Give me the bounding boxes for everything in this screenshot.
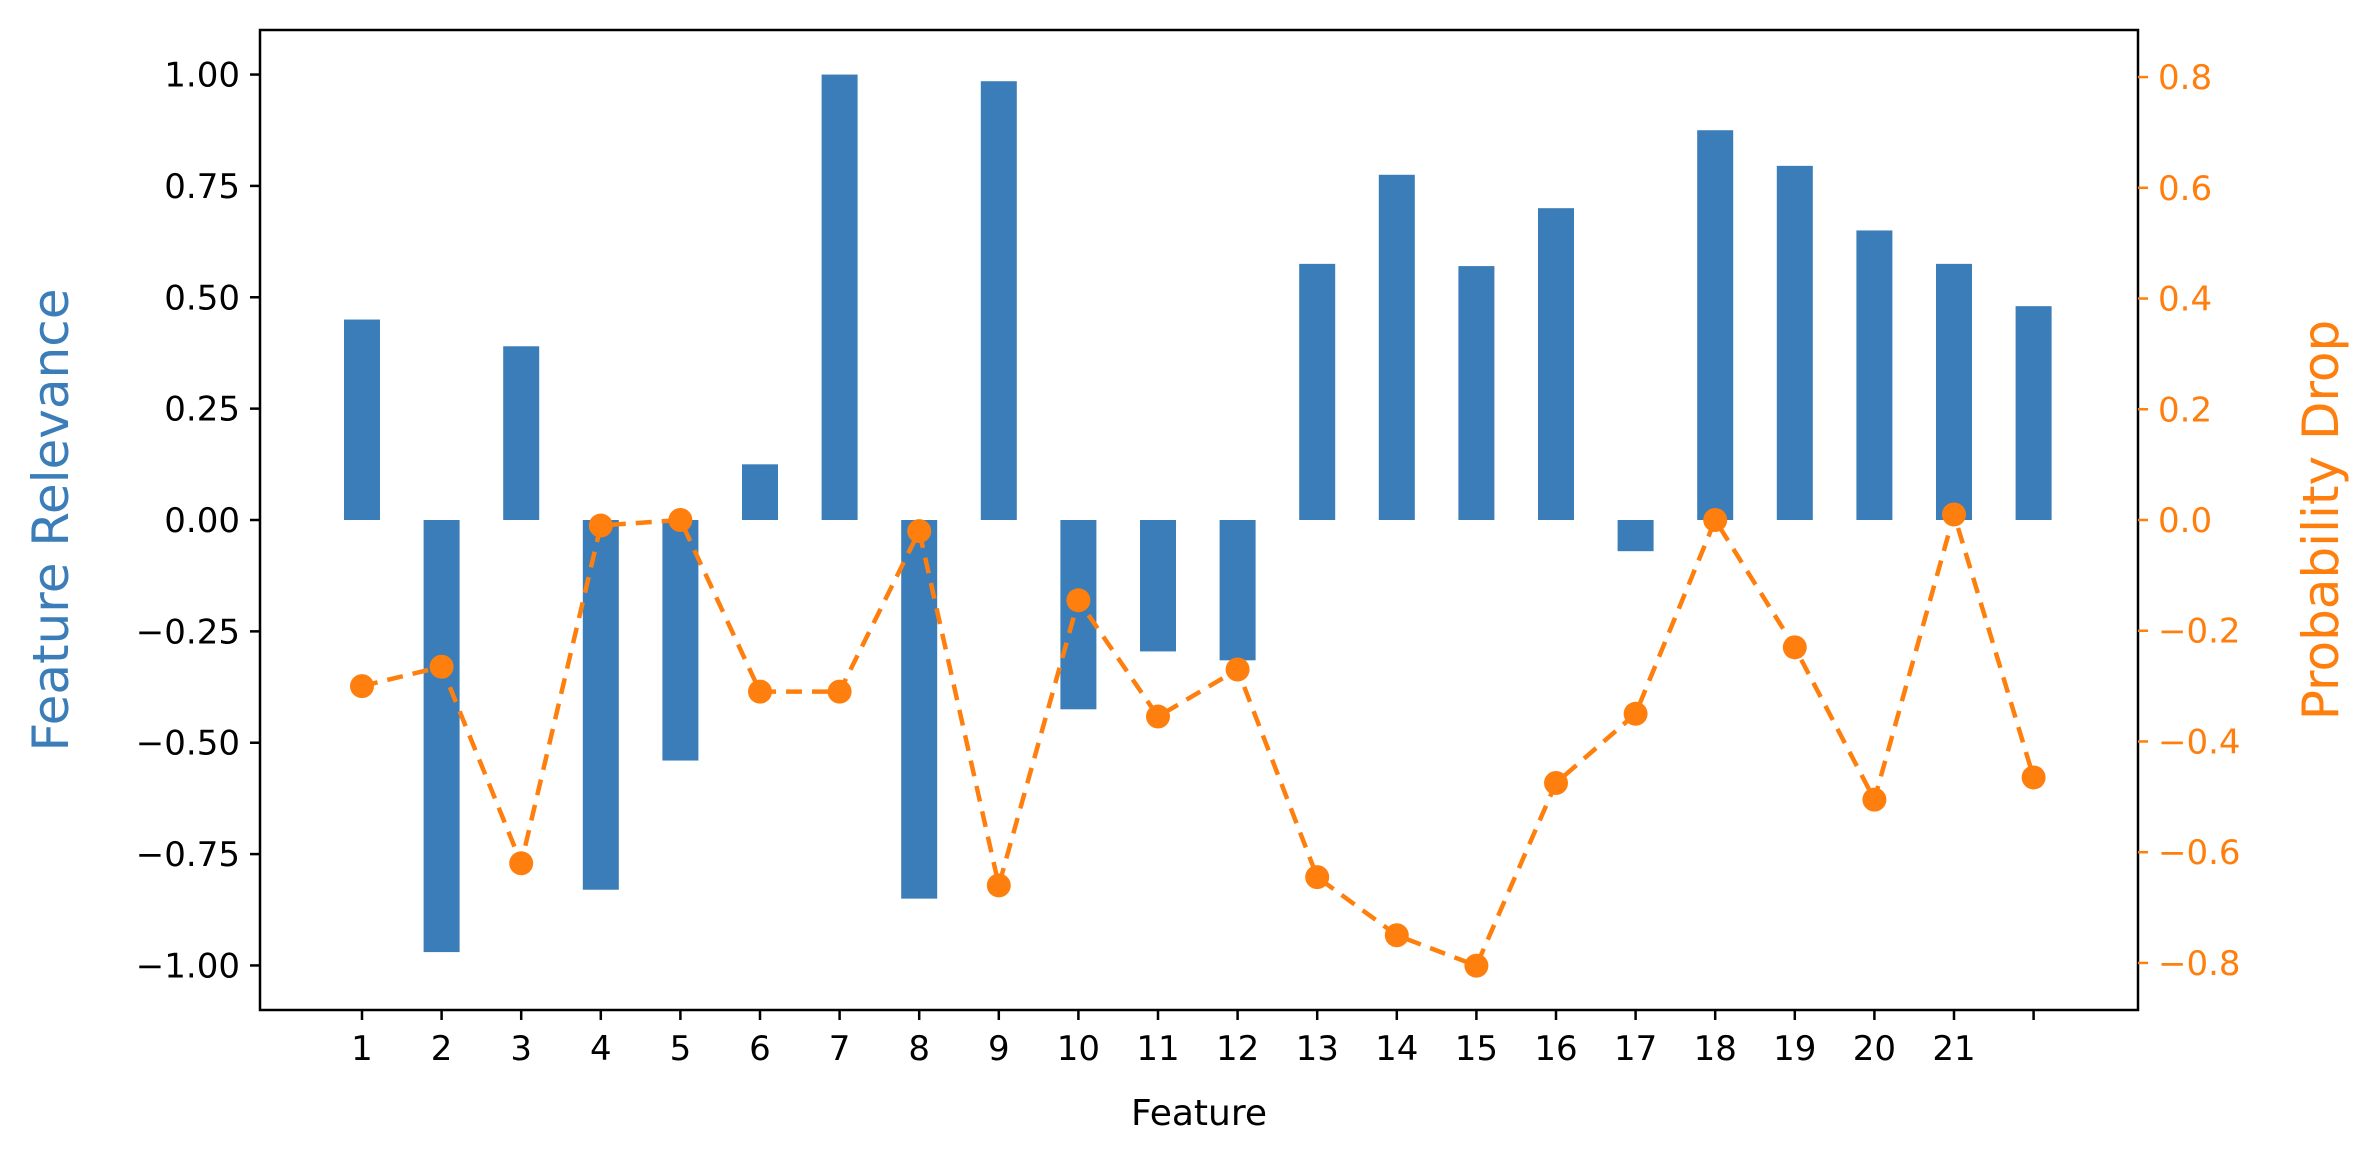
probability-drop-point-21 bbox=[1942, 502, 1966, 527]
bars-layer bbox=[344, 74, 2052, 953]
probability-drop-point-9 bbox=[986, 873, 1011, 898]
right-y-axis-label: Probability Drop bbox=[2292, 320, 2350, 721]
left-tick-label: 0.00 bbox=[164, 501, 240, 541]
probability-drop-point-10 bbox=[1066, 588, 1091, 613]
bar-feature-18 bbox=[1697, 130, 1734, 520]
bar-feature-3 bbox=[503, 346, 540, 520]
bar-feature-8 bbox=[901, 520, 938, 899]
right-tick-label: 0.0 bbox=[2158, 501, 2212, 541]
right-y-axis: −0.8 −0.6 −0.4 −0.2 0.0 0.2 0.4 0.6 0.8 bbox=[2138, 58, 2241, 984]
x-tick-label: 19 bbox=[1773, 1029, 1816, 1069]
right-tick-label: −0.4 bbox=[2158, 722, 2241, 762]
right-tick-label: 0.2 bbox=[2158, 390, 2212, 430]
probability-drop-point-18 bbox=[1703, 508, 1728, 532]
left-tick-label: 0.25 bbox=[164, 390, 240, 430]
x-tick-label: 15 bbox=[1455, 1029, 1498, 1069]
bar-feature-17 bbox=[1617, 520, 1654, 552]
probability-drop-point-2 bbox=[429, 654, 454, 679]
bar-feature-10 bbox=[1060, 520, 1097, 710]
right-tick-label: −0.6 bbox=[2158, 833, 2241, 873]
bar-feature-13 bbox=[1299, 263, 1336, 520]
left-y-axis-label: Feature Relevance bbox=[22, 289, 80, 752]
probability-drop-point-15 bbox=[1464, 953, 1489, 978]
left-tick-label: 0.75 bbox=[164, 167, 240, 207]
x-tick-label: 11 bbox=[1136, 1029, 1179, 1069]
probability-drop-point-13 bbox=[1305, 865, 1330, 890]
bar-feature-4 bbox=[582, 520, 619, 890]
probability-drop-point-20 bbox=[1862, 787, 1887, 812]
x-tick-label: 4 bbox=[590, 1029, 612, 1069]
line-layer bbox=[350, 502, 2046, 978]
probability-drop-point-8 bbox=[907, 519, 932, 544]
right-tick-label: 0.4 bbox=[2158, 280, 2212, 320]
x-tick-label: 21 bbox=[1932, 1029, 1975, 1069]
x-tick-label: 12 bbox=[1216, 1029, 1259, 1069]
bar-feature-20 bbox=[1856, 230, 1893, 521]
bar-feature-16 bbox=[1538, 208, 1574, 520]
x-tick-label: 20 bbox=[1853, 1029, 1896, 1069]
x-tick-label: 3 bbox=[510, 1029, 532, 1069]
x-axis-label: Feature bbox=[1131, 1093, 1267, 1134]
right-tick-label: 0.8 bbox=[2158, 58, 2212, 98]
x-tick-label: 14 bbox=[1375, 1029, 1418, 1069]
x-tick-label: 13 bbox=[1296, 1029, 1339, 1069]
right-tick-label: −0.2 bbox=[2158, 612, 2241, 652]
probability-drop-point-4 bbox=[588, 513, 613, 538]
left-tick-label: 1.00 bbox=[164, 56, 240, 96]
left-tick-label: −0.25 bbox=[136, 612, 240, 652]
probability-drop-point-22 bbox=[2021, 765, 2046, 790]
left-tick-label: −0.75 bbox=[136, 835, 240, 875]
probability-drop-point-1 bbox=[350, 674, 374, 699]
right-tick-label: 0.6 bbox=[2158, 169, 2212, 209]
bar-feature-7 bbox=[821, 74, 858, 520]
probability-drop-point-19 bbox=[1782, 635, 1807, 660]
x-tick-label: 2 bbox=[431, 1029, 453, 1069]
bar-feature-19 bbox=[1776, 165, 1813, 520]
bar-feature-9 bbox=[980, 81, 1017, 521]
x-tick-label: 16 bbox=[1534, 1029, 1577, 1069]
x-tick-label: 10 bbox=[1057, 1029, 1100, 1069]
bar-feature-5 bbox=[662, 520, 699, 761]
bar-feature-1 bbox=[344, 319, 380, 520]
x-tick-label: 17 bbox=[1614, 1029, 1657, 1069]
left-tick-label: 0.50 bbox=[164, 278, 240, 318]
x-tick-label: 7 bbox=[829, 1029, 851, 1069]
x-tick-label: 18 bbox=[1694, 1029, 1737, 1069]
x-tick-label: 6 bbox=[749, 1029, 771, 1069]
probability-drop-point-5 bbox=[668, 508, 693, 532]
probability-drop-point-12 bbox=[1225, 657, 1250, 682]
x-tick-label: 8 bbox=[908, 1029, 930, 1069]
x-axis: 1 2 3 4 5 6 7 8 9 10 11 12 13 14 15 16 17 18 19 20 21 bbox=[351, 1010, 2035, 1069]
bar-feature-15 bbox=[1458, 266, 1495, 520]
x-tick-label: 1 bbox=[351, 1029, 373, 1069]
probability-drop-point-11 bbox=[1146, 704, 1170, 729]
bar-feature-2 bbox=[423, 520, 460, 953]
bar-feature-14 bbox=[1378, 174, 1415, 521]
right-tick-label: −0.8 bbox=[2158, 944, 2241, 984]
probability-drop-line bbox=[361, 506, 2036, 969]
bar-feature-12 bbox=[1219, 520, 1256, 661]
left-tick-label: −1.00 bbox=[136, 946, 240, 986]
probability-drop-point-6 bbox=[748, 679, 772, 704]
probability-drop-point-16 bbox=[1544, 770, 1568, 795]
x-tick-label: 5 bbox=[670, 1029, 692, 1069]
probability-drop-point-7 bbox=[827, 679, 852, 704]
probability-drop-point-3 bbox=[509, 851, 534, 876]
probability-drop-point-14 bbox=[1384, 923, 1409, 948]
bar-feature-11 bbox=[1140, 520, 1176, 652]
plot-frame bbox=[258, 28, 2140, 1012]
left-tick-label: −0.50 bbox=[136, 724, 240, 764]
bar-feature-6 bbox=[742, 464, 778, 520]
probability-drop-point-17 bbox=[1623, 701, 1648, 726]
left-y-axis: −1.00 −0.75 −0.50 −0.25 0.00 0.25 0.50 0.75 1.00 bbox=[136, 56, 260, 986]
bar-feature-22 bbox=[2015, 306, 2052, 520]
x-tick-label: 9 bbox=[988, 1029, 1010, 1069]
bar-feature-21 bbox=[1936, 263, 1972, 520]
